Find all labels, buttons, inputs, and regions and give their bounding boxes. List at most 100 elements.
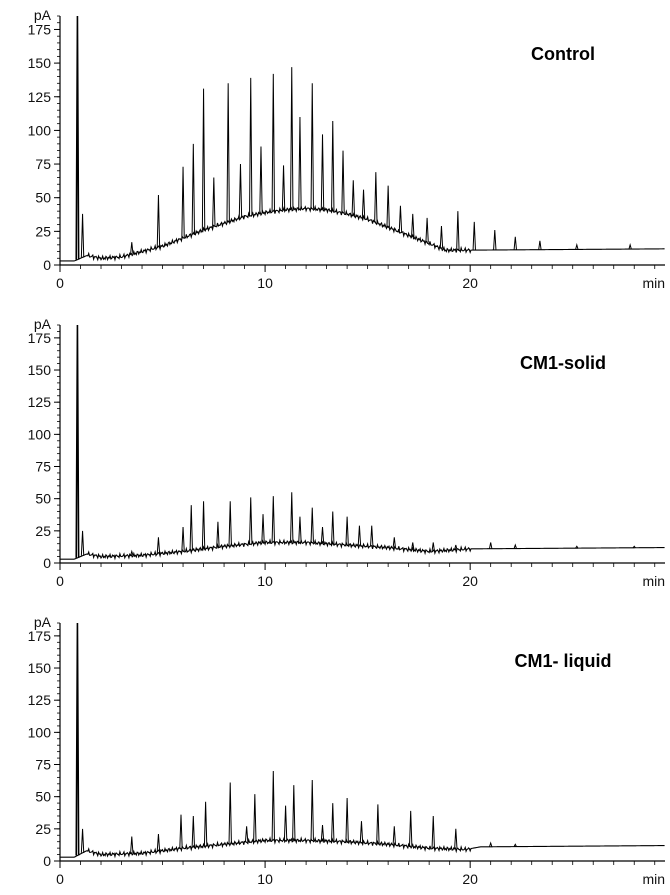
y-tick-label: 175 xyxy=(28,330,52,346)
y-tick-label: 25 xyxy=(35,223,51,239)
chromatogram-peak xyxy=(331,803,335,842)
chromatogram-peak xyxy=(331,120,335,212)
x-tick-label: 10 xyxy=(257,275,273,291)
y-tick-label: 75 xyxy=(35,459,51,475)
chromatogram-peak xyxy=(249,497,253,544)
chromatogram-peak xyxy=(130,549,134,556)
y-tick-label: 50 xyxy=(35,190,51,206)
y-tick-label: 100 xyxy=(28,122,52,138)
y-tick-label: 50 xyxy=(35,789,51,805)
chromatogram-peak xyxy=(320,134,325,210)
chromatogram-peak xyxy=(431,542,435,552)
chromatogram-peak xyxy=(359,821,364,843)
chromatogram-peak xyxy=(351,180,355,216)
y-tick-label: 100 xyxy=(28,426,52,442)
chromatogram-peak xyxy=(439,225,444,249)
chromatogram-peak xyxy=(75,324,80,558)
chromatogram-peak xyxy=(488,542,493,549)
chromatogram-peak xyxy=(191,143,196,235)
chromatogram-peak xyxy=(181,526,185,552)
chromatogram-peak xyxy=(386,185,390,228)
chromatogram-peak xyxy=(216,521,220,548)
chromatogram-peak xyxy=(374,172,378,223)
chromatogram-peak xyxy=(575,242,579,250)
x-tick-label: 20 xyxy=(462,573,478,589)
chromatogram-peak xyxy=(357,525,362,546)
x-tick-label: 10 xyxy=(257,871,273,887)
chromatogram-peak xyxy=(179,814,183,849)
chromatogram-peak xyxy=(345,797,349,842)
panel-title: CM1- liquid xyxy=(515,651,612,671)
y-axis-unit-label: pA xyxy=(34,614,52,630)
chromatogram-peak xyxy=(392,826,396,845)
chromatogram-peak xyxy=(271,73,275,212)
y-tick-label: 0 xyxy=(43,853,51,869)
chromatogram-peak xyxy=(411,542,415,550)
x-tick-label: 0 xyxy=(56,573,64,589)
chromatogram-peak xyxy=(238,164,243,218)
chromatogram-peak xyxy=(226,83,230,222)
chromatogram-peak xyxy=(361,189,366,219)
chromatogram-peak xyxy=(75,622,80,856)
y-tick-label: 0 xyxy=(43,555,51,571)
chromatogram-peak xyxy=(298,516,302,543)
chromatogram-peak xyxy=(472,221,476,251)
chromatogram-peak xyxy=(212,177,216,227)
x-axis-unit-label: min xyxy=(642,275,665,291)
chromatogram-peak xyxy=(513,543,517,549)
chromatogram-peak xyxy=(156,194,161,248)
chromatogram-peak xyxy=(310,83,314,209)
chromatogram-peak xyxy=(392,537,396,549)
chromatogram-peak xyxy=(320,824,325,841)
chromatogram-peak xyxy=(575,545,579,549)
x-tick-label: 0 xyxy=(56,275,64,291)
y-tick-label: 25 xyxy=(35,523,51,539)
chromatogram-peak xyxy=(628,242,632,250)
y-tick-label: 75 xyxy=(35,156,51,172)
chromatogram-peak xyxy=(310,507,314,543)
chromatogram-peak xyxy=(156,537,161,554)
chromatogram-peak xyxy=(75,15,80,260)
chromatogram-peak xyxy=(376,804,380,844)
chromatogram-peak xyxy=(408,810,413,847)
y-tick-label: 25 xyxy=(35,821,51,837)
chromatogram-peak xyxy=(456,211,460,251)
chromatogram-peak xyxy=(454,544,458,550)
chromatogram-peak xyxy=(425,217,429,243)
chromatogram-peak xyxy=(538,240,542,250)
chromatogram-peak xyxy=(283,805,288,841)
y-tick-label: 75 xyxy=(35,757,51,773)
chromatogram-peak xyxy=(632,545,636,549)
chromatogram-peak xyxy=(320,526,325,544)
chromatogram-peak xyxy=(489,841,493,847)
chromatogram-baseline-trace xyxy=(60,836,665,859)
y-tick-label: 175 xyxy=(28,628,52,644)
chromatogram-peak xyxy=(454,828,458,850)
x-tick-label: 0 xyxy=(56,871,64,887)
chromatogram-peak xyxy=(345,516,349,546)
chromatogram-peak xyxy=(80,828,85,853)
x-tick-label: 20 xyxy=(462,871,478,887)
chromatogram-peak xyxy=(201,88,206,231)
chromatogram-peak xyxy=(80,213,85,258)
chromatogram-peak xyxy=(130,242,134,255)
chromatogram-peak xyxy=(290,492,294,543)
x-tick-label: 20 xyxy=(462,275,478,291)
chromatogram-peak xyxy=(249,77,253,216)
chromatogram-peak xyxy=(261,514,265,543)
x-tick-label: 10 xyxy=(257,573,273,589)
chromatogram-peak xyxy=(310,779,314,841)
panel-title: CM1-solid xyxy=(520,353,606,373)
chromatogram-peak xyxy=(80,530,85,556)
chromatogram-peak xyxy=(191,815,196,848)
chromatogram-peak xyxy=(156,833,161,852)
y-tick-label: 100 xyxy=(28,724,52,740)
chromatogram-peak xyxy=(130,836,134,854)
y-tick-label: 50 xyxy=(35,491,51,507)
chromatogram-peak xyxy=(228,782,232,844)
chromatogram-peak xyxy=(281,165,286,211)
